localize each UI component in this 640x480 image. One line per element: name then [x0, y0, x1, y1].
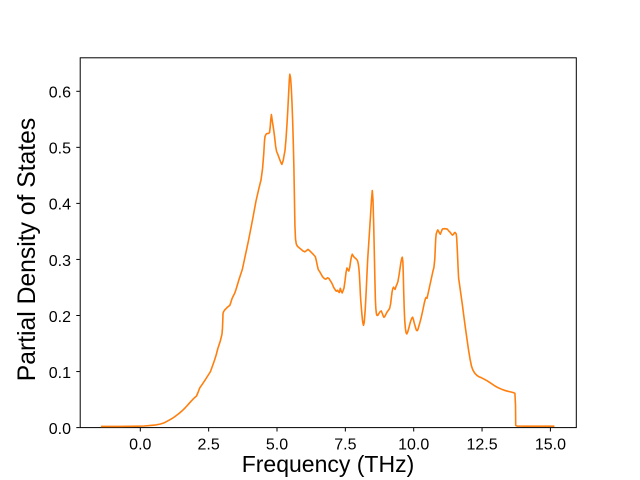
- svg-text:0.0: 0.0: [129, 437, 151, 454]
- svg-text:0.6: 0.6: [49, 85, 71, 102]
- svg-text:0.2: 0.2: [49, 309, 71, 326]
- svg-text:12.5: 12.5: [466, 437, 497, 454]
- svg-text:7.5: 7.5: [334, 437, 356, 454]
- svg-text:Partial Density of States: Partial Density of States: [14, 118, 41, 381]
- svg-text:0.5: 0.5: [49, 141, 71, 158]
- svg-text:0.0: 0.0: [49, 421, 71, 438]
- svg-text:10.0: 10.0: [398, 437, 429, 454]
- svg-text:Frequency (THz): Frequency (THz): [242, 451, 415, 477]
- svg-text:2.5: 2.5: [198, 437, 220, 454]
- svg-text:15.0: 15.0: [535, 437, 566, 454]
- svg-text:0.1: 0.1: [49, 365, 71, 382]
- svg-text:0.4: 0.4: [49, 197, 71, 214]
- svg-text:5.0: 5.0: [266, 437, 288, 454]
- svg-text:0.3: 0.3: [49, 253, 71, 270]
